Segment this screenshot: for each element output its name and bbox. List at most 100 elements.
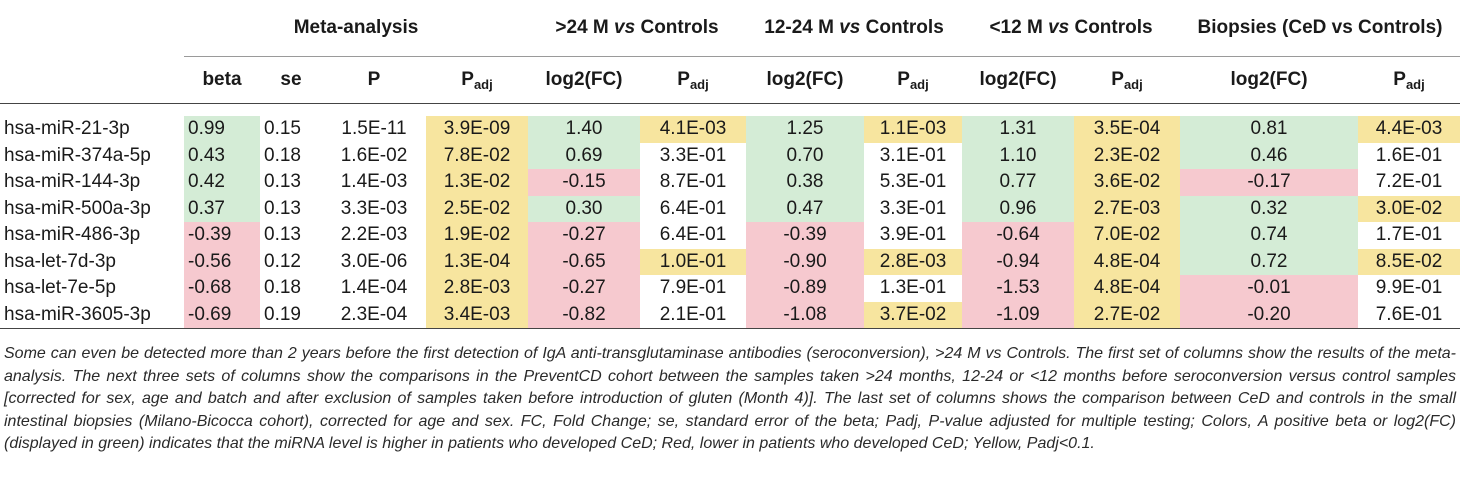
padj-biopsy-cell: 1.6E-01 xyxy=(1375,144,1443,166)
p-cell: 3.3E-03 xyxy=(340,197,408,219)
padj-12-cell: 2.3E-02 xyxy=(1074,142,1181,169)
table-row: hsa-let-7e-5p -0.68 0.18 1.4E-04 2.8E-03… xyxy=(0,275,1460,302)
log2fc-1224-cell: 0.70 xyxy=(746,142,864,169)
padj-12-cell: 7.0E-02 xyxy=(1074,222,1181,249)
table-row: hsa-let-7d-3p -0.56 0.12 3.0E-06 1.3E-04… xyxy=(0,248,1460,275)
padj-24-cell: 7.9E-01 xyxy=(659,277,727,299)
log2fc-1224-cell: 0.38 xyxy=(746,169,864,196)
padj-1224-cell: 1.1E-03 xyxy=(864,116,963,143)
log2fc-12-cell: 1.31 xyxy=(962,116,1075,143)
padj-1224-cell: 5.3E-01 xyxy=(879,171,947,193)
log2fc-biopsy-cell: 0.74 xyxy=(1180,222,1359,249)
padj-12-cell: 2.7E-02 xyxy=(1074,301,1181,329)
se-cell: 0.19 xyxy=(260,301,322,329)
table-row: hsa-miR-486-3p -0.39 0.13 2.2E-03 1.9E-0… xyxy=(0,222,1460,249)
col-padj-1224: Padj xyxy=(897,68,929,92)
log2fc-12-cell: -0.94 xyxy=(962,248,1075,275)
se-cell: 0.18 xyxy=(264,144,301,166)
log2fc-biopsy-cell: -0.01 xyxy=(1180,275,1359,302)
group-12-24m: 12-24 M vs Controls xyxy=(746,0,963,57)
padj-cell: 1.9E-02 xyxy=(426,222,528,249)
log2fc-1224-cell: -0.89 xyxy=(746,275,864,302)
padj-24-cell: 4.1E-03 xyxy=(640,116,746,143)
log2fc-24-cell: -0.82 xyxy=(528,301,640,329)
col-padj-24: Padj xyxy=(677,68,709,92)
padj-12-cell: 4.8E-04 xyxy=(1074,275,1181,302)
group-biopsies: Biopsies (CeD vs Controls) xyxy=(1180,0,1460,57)
p-cell: 2.3E-04 xyxy=(322,301,426,329)
log2fc-12-cell: -0.64 xyxy=(962,222,1075,249)
log2fc-24-cell: 0.69 xyxy=(528,142,640,169)
se-cell: 0.15 xyxy=(264,118,301,140)
padj-1224-cell: 3.1E-01 xyxy=(879,144,947,166)
table-row: hsa-miR-3605-3p -0.69 0.19 2.3E-04 3.4E-… xyxy=(0,301,1460,329)
p-cell: 1.6E-02 xyxy=(340,144,408,166)
p-cell: 1.4E-03 xyxy=(340,171,408,193)
padj-biopsy-cell: 7.6E-01 xyxy=(1358,301,1460,329)
padj-biopsy-cell: 3.0E-02 xyxy=(1358,195,1460,222)
beta-cell: 0.43 xyxy=(184,142,260,169)
log2fc-24-cell: 1.40 xyxy=(528,116,640,143)
padj-24-cell: 2.1E-01 xyxy=(640,301,746,329)
group-meta-analysis: Meta-analysis xyxy=(184,0,528,57)
padj-biopsy-cell: 8.5E-02 xyxy=(1358,248,1460,275)
se-cell: 0.13 xyxy=(264,224,301,246)
padj-12-cell: 3.5E-04 xyxy=(1074,116,1181,143)
padj-24-cell: 6.4E-01 xyxy=(659,197,727,219)
p-cell: 2.2E-03 xyxy=(340,224,408,246)
col-log2fc-biopsy: log2(FC) xyxy=(1230,69,1308,90)
col-padj-biopsy: Padj xyxy=(1393,68,1425,92)
log2fc-12-cell: 0.96 xyxy=(962,195,1075,222)
padj-24-cell: 8.7E-01 xyxy=(659,171,727,193)
beta-cell: 0.99 xyxy=(184,116,260,143)
padj-biopsy-cell: 1.7E-01 xyxy=(1375,224,1443,246)
p-cell: 1.5E-11 xyxy=(341,118,407,140)
padj-1224-cell: 3.3E-01 xyxy=(879,197,947,219)
padj-1224-cell: 2.8E-03 xyxy=(864,248,963,275)
p-cell: 1.4E-04 xyxy=(340,277,408,299)
mirna-label: hsa-miR-486-3p xyxy=(4,224,141,246)
corner-cell xyxy=(0,0,184,57)
log2fc-biopsy-cell: 0.46 xyxy=(1180,142,1359,169)
log2fc-1224-cell: -1.08 xyxy=(746,301,864,329)
col-beta: beta xyxy=(202,69,242,90)
log2fc-biopsy-cell: 0.81 xyxy=(1180,116,1359,143)
padj-cell: 1.3E-04 xyxy=(426,248,528,275)
log2fc-1224-cell: -0.39 xyxy=(746,222,864,249)
padj-cell: 3.4E-03 xyxy=(426,301,528,329)
log2fc-biopsy-cell: -0.20 xyxy=(1180,301,1359,329)
log2fc-24-cell: -0.15 xyxy=(528,169,640,196)
log2fc-1224-cell: 0.47 xyxy=(746,195,864,222)
col-log2fc-24: log2(FC) xyxy=(545,69,623,90)
padj-biopsy-cell: 9.9E-01 xyxy=(1375,277,1443,299)
mirna-label: hsa-miR-144-3p xyxy=(4,171,141,193)
padj-cell: 2.8E-03 xyxy=(426,275,528,302)
mirna-label: hsa-let-7e-5p xyxy=(4,277,116,299)
padj-1224-cell: 3.7E-02 xyxy=(864,301,963,329)
padj-24-cell: 6.4E-01 xyxy=(659,224,727,246)
table-caption: Some can even be detected more than 2 ye… xyxy=(4,345,1456,453)
padj-24-cell: 3.3E-01 xyxy=(659,144,727,166)
header-rule xyxy=(0,103,1460,116)
log2fc-24-cell: -0.27 xyxy=(528,222,640,249)
padj-cell: 7.8E-02 xyxy=(426,142,528,169)
log2fc-12-cell: 0.77 xyxy=(962,169,1075,196)
padj-cell: 3.9E-09 xyxy=(426,116,528,143)
sub-header-row: beta se P Padj log2(FC) Padj log2(FC) Pa… xyxy=(0,57,1460,104)
beta-cell: -0.69 xyxy=(184,301,260,329)
results-table: Meta-analysis >24 M vs Controls 12-24 M … xyxy=(0,0,1460,329)
group-over-24m: >24 M vs Controls xyxy=(528,0,746,57)
group-header-row: Meta-analysis >24 M vs Controls 12-24 M … xyxy=(0,0,1460,57)
col-se: se xyxy=(280,69,302,90)
padj-1224-cell: 3.9E-01 xyxy=(879,224,947,246)
padj-cell: 1.3E-02 xyxy=(426,169,528,196)
padj-cell: 2.5E-02 xyxy=(426,195,528,222)
se-cell: 0.18 xyxy=(264,277,301,299)
col-padj: Padj xyxy=(461,68,493,92)
padj-12-cell: 3.6E-02 xyxy=(1074,169,1181,196)
mirna-label: hsa-let-7d-3p xyxy=(4,250,116,272)
beta-cell: 0.37 xyxy=(184,195,260,222)
p-cell: 3.0E-06 xyxy=(340,250,408,272)
table-row: hsa-miR-21-3p 0.99 0.15 1.5E-11 3.9E-09 … xyxy=(0,116,1460,143)
log2fc-biopsy-cell: 0.32 xyxy=(1180,195,1359,222)
